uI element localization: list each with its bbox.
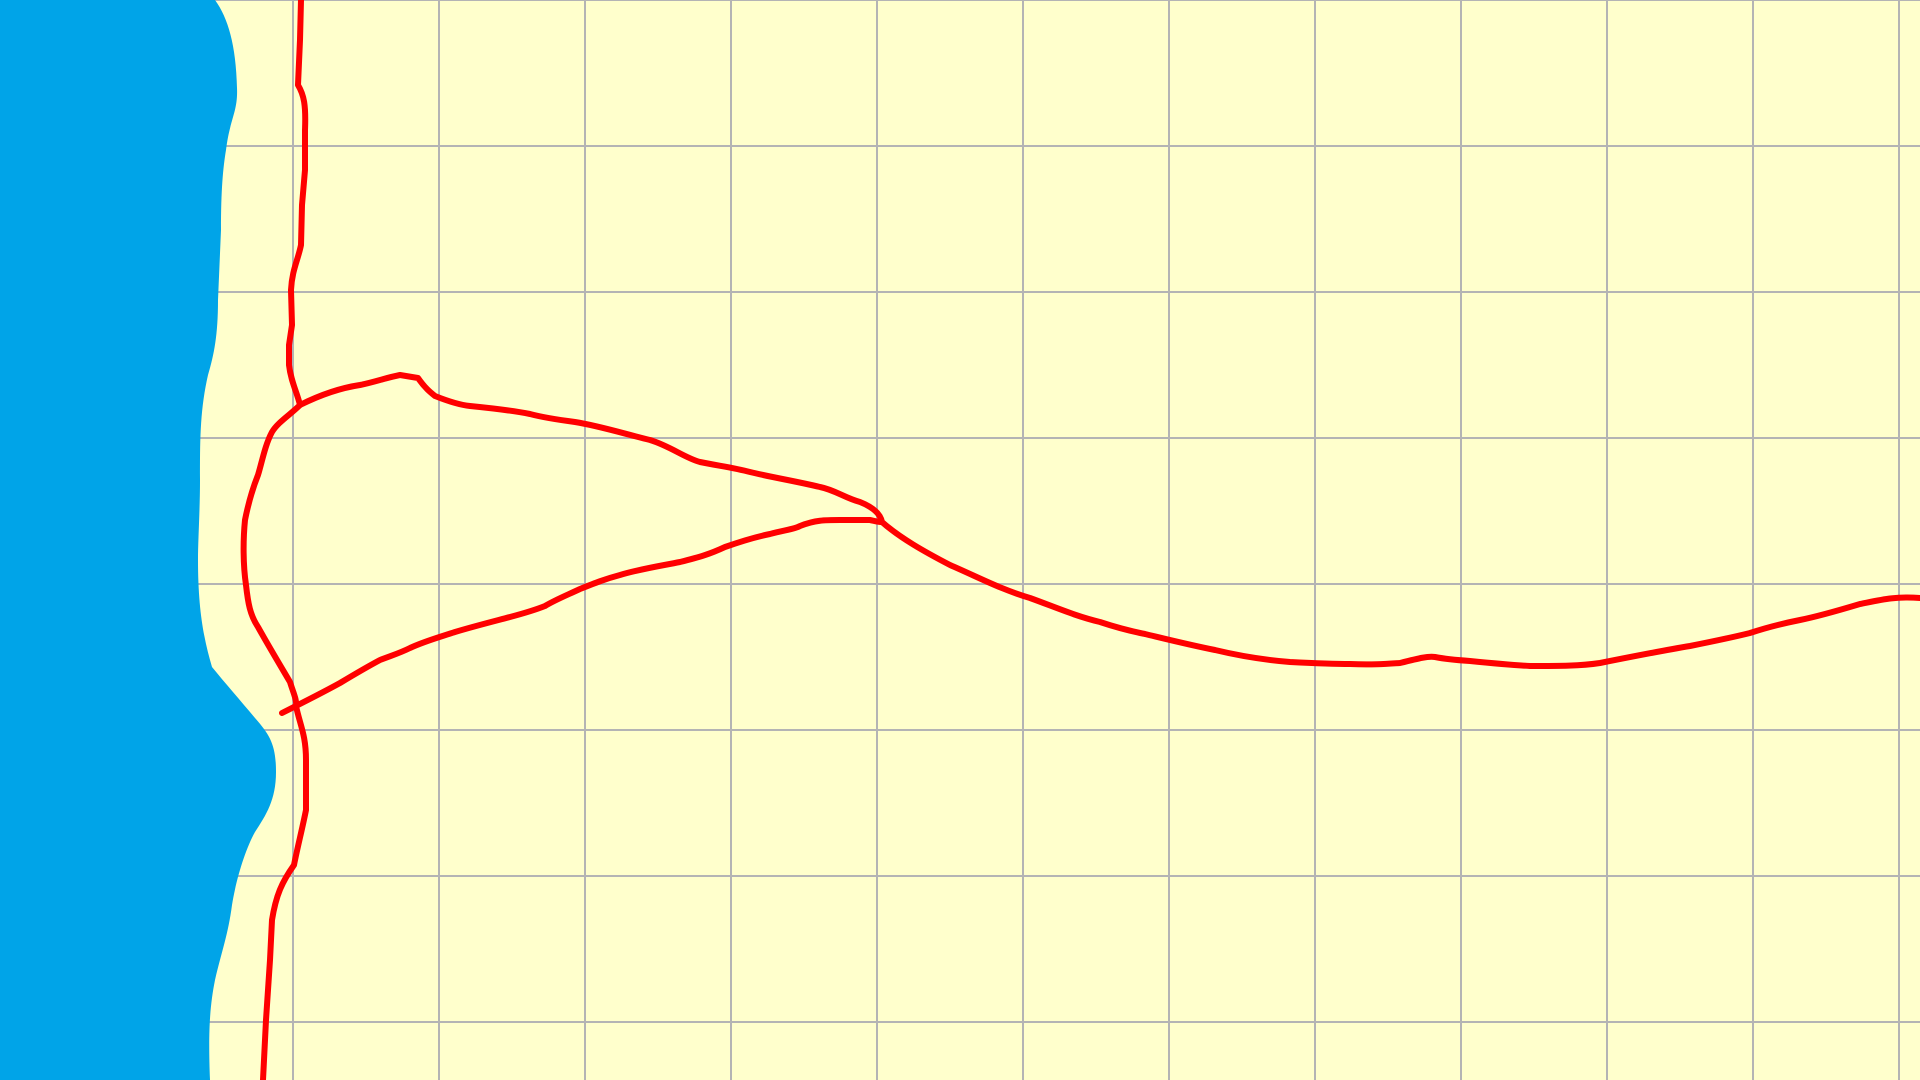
western-loop-route[interactable] [240, 402, 303, 709]
upper-east-west-route[interactable] [297, 372, 1920, 669]
route-layer [240, 0, 1920, 1080]
lower-east-west-route[interactable] [279, 517, 885, 716]
north-south-route[interactable] [260, 0, 309, 1080]
shoreline-water [0, 0, 276, 1080]
